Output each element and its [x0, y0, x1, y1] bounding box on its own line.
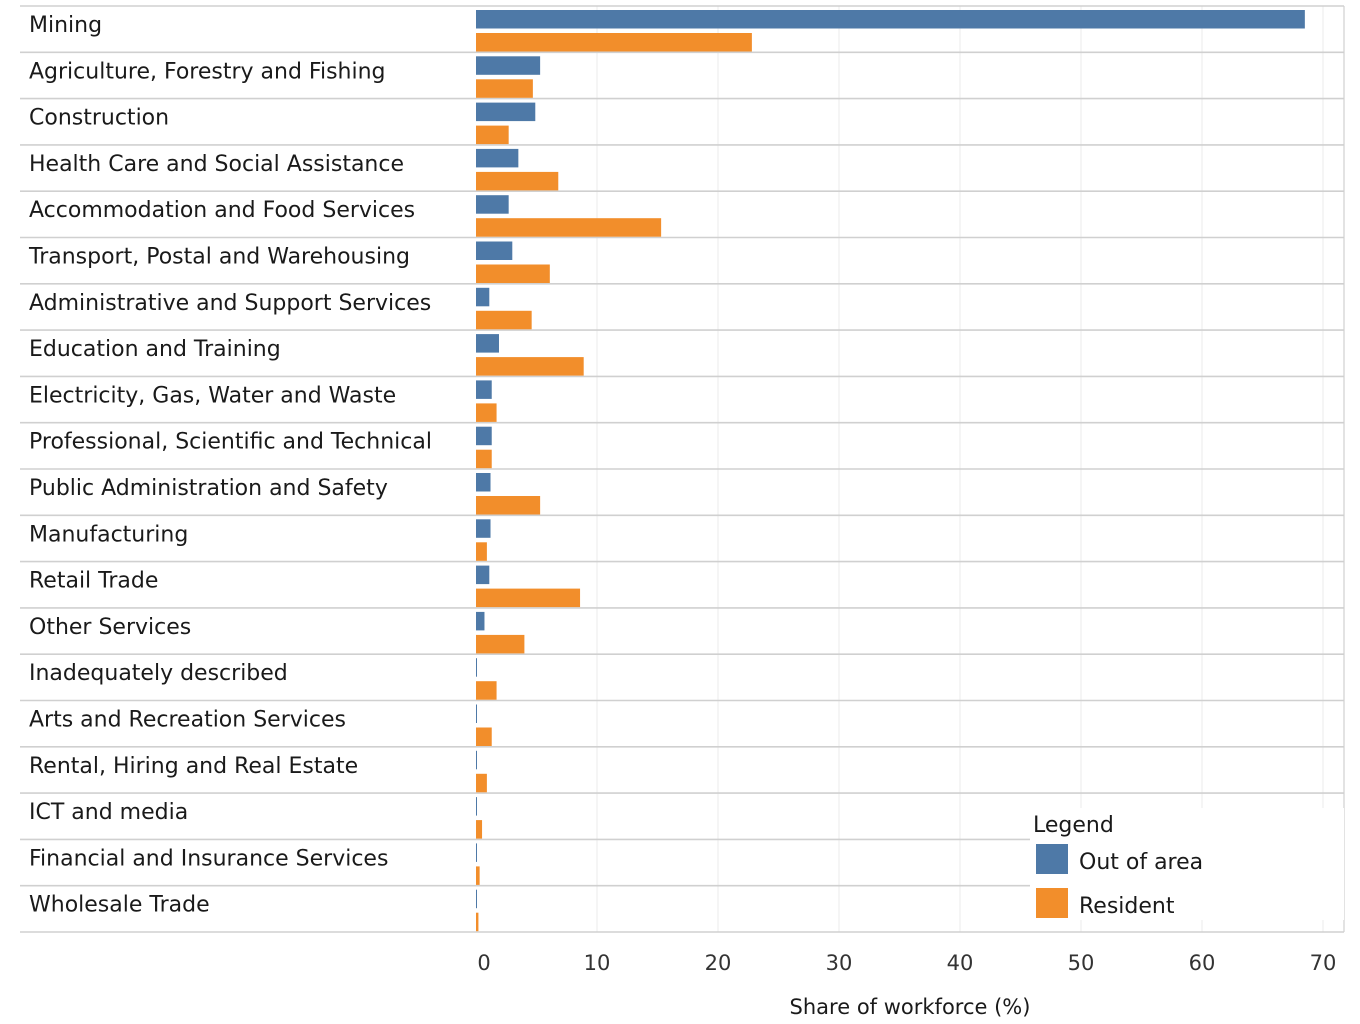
x-tick-label-0: 0: [477, 951, 490, 975]
bar-out-of-area-agriculture-forestry-and-fishing: [476, 56, 541, 75]
x-axis: 0 10 20 30 40 50 60 70: [477, 951, 1336, 975]
bar-out-of-area-public-administration-and-safety: [476, 473, 491, 492]
bar-resident-education-and-training: [476, 357, 584, 376]
bar-out-of-area-wholesale-trade: [476, 889, 477, 909]
category-label-financial-and-insurance-services: Financial and Insurance Services: [29, 846, 388, 871]
category-label-administrative-and-support-services: Administrative and Support Services: [29, 291, 431, 316]
bar-resident-other-services: [476, 634, 525, 654]
bar-out-of-area-arts-and-recreation-services: [476, 704, 477, 723]
category-label-transport-postal-and-warehousing: Transport, Postal and Warehousing: [28, 245, 410, 270]
bar-out-of-area-transport-postal-and-warehousing: [476, 241, 513, 260]
legend-swatch-resident: [1036, 888, 1068, 918]
bar-resident-retail-trade: [476, 588, 581, 608]
x-tick-label-20: 20: [705, 951, 732, 975]
x-tick-label-30: 30: [826, 951, 853, 975]
x-axis-title: Share of workforce (%): [790, 995, 1031, 1019]
bar-resident-public-administration-and-safety: [476, 496, 541, 515]
bar-out-of-area-rental-hiring-and-real-estate: [476, 750, 477, 770]
category-label-ict-and-media: ICT and media: [29, 800, 188, 825]
category-label-accommodation-and-food-services: Accommodation and Food Services: [29, 198, 415, 223]
category-label-manufacturing: Manufacturing: [29, 522, 188, 547]
legend-title: Legend: [1033, 813, 1114, 838]
bar-resident-transport-postal-and-warehousing: [476, 264, 550, 283]
category-label-arts-and-recreation-services: Arts and Recreation Services: [29, 708, 346, 733]
bar-out-of-area-financial-and-insurance-services: [476, 843, 477, 862]
bar-out-of-area-other-services: [476, 611, 485, 631]
bar-out-of-area-ict-and-media: [476, 797, 477, 816]
bar-out-of-area-education-and-training: [476, 334, 499, 353]
bar-resident-manufacturing: [476, 542, 487, 561]
category-label-electricity-gas-water-and-waste: Electricity, Gas, Water and Waste: [29, 383, 396, 408]
x-tick-label-60: 60: [1189, 951, 1216, 975]
bar-resident-arts-and-recreation-services: [476, 727, 492, 746]
bar-resident-accommodation-and-food-services: [476, 218, 662, 237]
category-label-inadequately-described: Inadequately described: [29, 661, 288, 686]
bar-out-of-area-electricity-gas-water-and-waste: [476, 380, 492, 399]
bar-out-of-area-manufacturing: [476, 519, 491, 538]
x-tick-label-40: 40: [947, 951, 974, 975]
bar-out-of-area-accommodation-and-food-services: [476, 195, 509, 214]
bar-resident-electricity-gas-water-and-waste: [476, 403, 497, 422]
category-label-mining: Mining: [29, 13, 102, 38]
category-label-rental-hiring-and-real-estate: Rental, Hiring and Real Estate: [29, 754, 358, 779]
category-label-professional-scientific-and-technical: Professional, Scientific and Technical: [29, 430, 432, 455]
legend-label-out-of-area: Out of area: [1079, 850, 1203, 875]
x-tick-label-70: 70: [1310, 951, 1337, 975]
category-rows: Mining Agriculture, Forestry and Fishing C…: [20, 5, 1345, 933]
category-label-education-and-training: Education and Training: [29, 337, 281, 362]
category-label-agriculture-forestry-and-fishing: Agriculture, Forestry and Fishing: [29, 59, 386, 84]
bar-resident-mining: [476, 33, 752, 52]
bar-out-of-area-construction: [476, 102, 536, 122]
x-tick-label-50: 50: [1068, 951, 1095, 975]
category-label-wholesale-trade: Wholesale Trade: [29, 893, 210, 918]
bar-resident-construction: [476, 125, 509, 145]
bar-out-of-area-mining: [476, 10, 1305, 29]
bar-out-of-area-inadequately-described: [476, 658, 477, 677]
category-label-health-care-and-social-assistance: Health Care and Social Assistance: [29, 152, 404, 177]
bar-resident-financial-and-insurance-services: [476, 866, 480, 885]
bar-resident-rental-hiring-and-real-estate: [476, 773, 487, 793]
x-tick-label-10: 10: [584, 951, 611, 975]
bar-resident-wholesale-trade: [476, 912, 479, 932]
bars: [476, 10, 1305, 932]
category-label-public-administration-and-safety: Public Administration and Safety: [29, 476, 388, 501]
bar-resident-ict-and-media: [476, 820, 483, 839]
category-label-retail-trade: Retail Trade: [29, 569, 158, 594]
legend-background: [1030, 808, 1344, 920]
bar-resident-health-care-and-social-assistance: [476, 171, 559, 191]
bar-out-of-area-retail-trade: [476, 565, 490, 585]
bar-out-of-area-professional-scientific-and-technical: [476, 426, 492, 446]
bar-out-of-area-administrative-and-support-services: [476, 287, 490, 307]
bar-resident-administrative-and-support-services: [476, 310, 532, 330]
category-label-construction: Construction: [29, 106, 169, 131]
legend-label-resident: Resident: [1079, 894, 1175, 919]
category-label-other-services: Other Services: [29, 615, 191, 640]
bar-resident-inadequately-described: [476, 681, 497, 700]
bar-resident-professional-scientific-and-technical: [476, 449, 492, 469]
legend: Legend Out of area Resident: [1030, 808, 1344, 920]
bar-out-of-area-health-care-and-social-assistance: [476, 148, 519, 168]
legend-swatch-out-of-area: [1036, 844, 1068, 874]
bar-resident-agriculture-forestry-and-fishing: [476, 79, 533, 98]
